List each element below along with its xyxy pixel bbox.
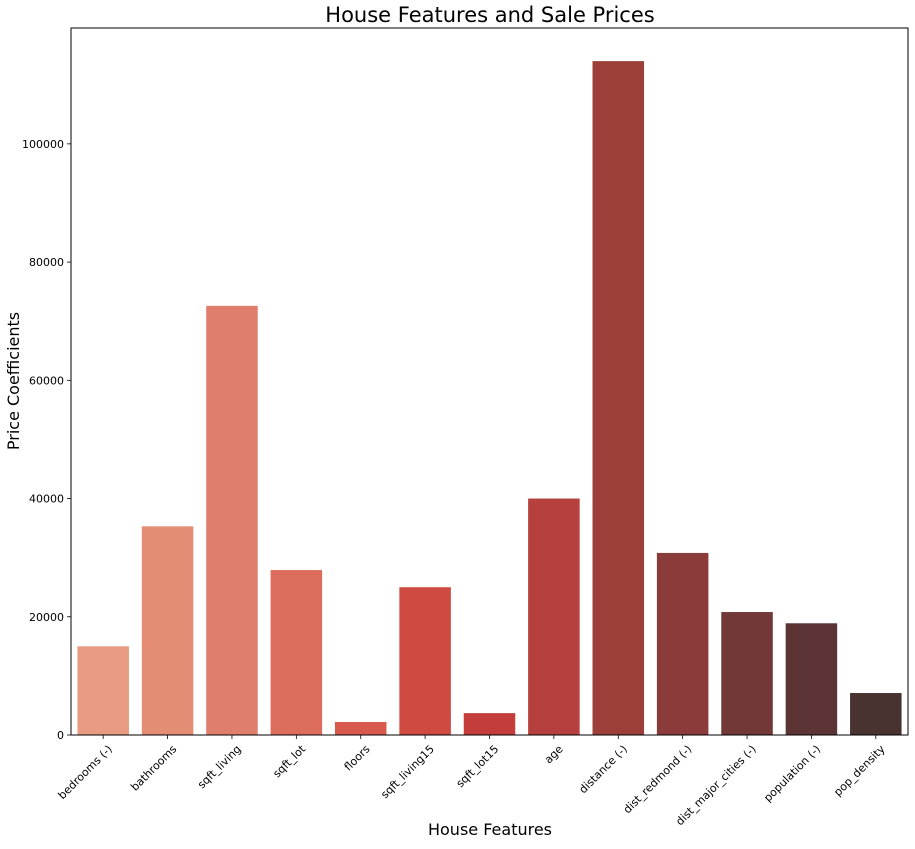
bar-5 <box>399 587 451 735</box>
x-tick-label-4: floors <box>342 742 373 773</box>
y-tick-label-4: 80000 <box>29 256 64 269</box>
x-axis-label: House Features <box>428 820 552 839</box>
bar-9 <box>656 552 709 735</box>
bar-8 <box>592 61 645 736</box>
chart-title: House Features and Sale Prices <box>325 3 654 27</box>
y-tick-label-5: 100000 <box>22 138 64 151</box>
x-tick-label-5: sqft_living15 <box>378 743 437 802</box>
bar-4 <box>334 721 387 735</box>
x-tick-label-3: sqft_lot <box>270 742 308 780</box>
x-axis-ticks: bedrooms (-) bathrooms sqft_living sqft_lot… <box>56 735 888 828</box>
x-tick-label-8: distance (-) <box>577 743 631 797</box>
bar-1 <box>141 526 194 735</box>
y-axis-ticks: 0 20000 40000 60000 80000 100000 <box>22 138 71 742</box>
bars-group <box>77 61 902 736</box>
y-tick-label-1: 20000 <box>29 611 64 624</box>
y-axis-label: Price Coefficients <box>4 312 23 450</box>
x-tick-label-2: sqft_living <box>195 743 244 792</box>
bar-6 <box>463 713 516 735</box>
x-tick-label-7: age <box>542 742 566 766</box>
bar-2 <box>206 305 258 735</box>
x-tick-label-1: bathrooms <box>128 742 179 793</box>
x-tick-label-12: pop_density <box>831 742 888 799</box>
x-tick-label-9: dist_redmond (-) <box>621 743 695 817</box>
x-tick-label-0: bedrooms (-) <box>56 743 115 802</box>
bar-7 <box>528 498 580 735</box>
bar-0 <box>77 646 129 735</box>
x-tick-label-6: sqft_lot15 <box>454 743 502 791</box>
bar-11 <box>785 623 838 735</box>
bar-10 <box>721 612 773 735</box>
y-tick-label-0: 0 <box>57 729 64 742</box>
x-tick-label-11: population (-) <box>761 743 823 805</box>
bar-12 <box>850 693 902 735</box>
plot-frame <box>70 27 909 736</box>
bar-3 <box>270 570 323 735</box>
y-tick-label-3: 60000 <box>29 374 64 387</box>
y-tick-label-2: 40000 <box>29 493 64 506</box>
